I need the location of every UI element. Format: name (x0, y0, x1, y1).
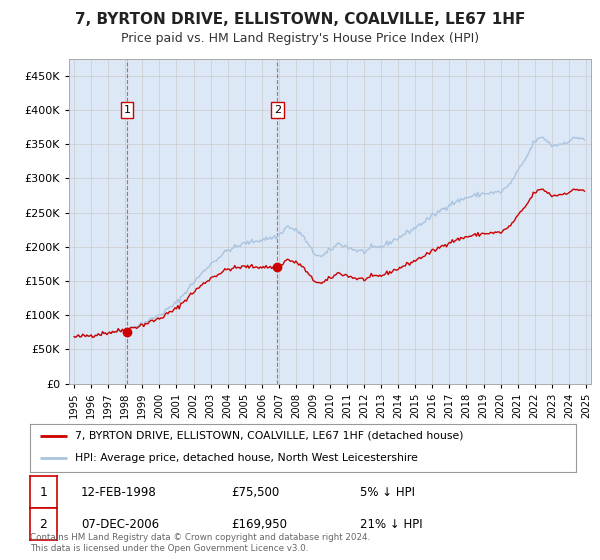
Text: £75,500: £75,500 (231, 486, 279, 499)
Text: Price paid vs. HM Land Registry's House Price Index (HPI): Price paid vs. HM Land Registry's House … (121, 32, 479, 45)
Text: £169,950: £169,950 (231, 517, 287, 531)
Text: 1: 1 (124, 105, 131, 115)
Text: HPI: Average price, detached house, North West Leicestershire: HPI: Average price, detached house, Nort… (76, 453, 418, 463)
Text: 12-FEB-1998: 12-FEB-1998 (81, 486, 157, 499)
Text: 2: 2 (274, 105, 281, 115)
Text: 1: 1 (40, 486, 47, 499)
Text: 5% ↓ HPI: 5% ↓ HPI (360, 486, 415, 499)
Text: 07-DEC-2006: 07-DEC-2006 (81, 517, 159, 531)
Text: 7, BYRTON DRIVE, ELLISTOWN, COALVILLE, LE67 1HF: 7, BYRTON DRIVE, ELLISTOWN, COALVILLE, L… (75, 12, 525, 27)
Text: 21% ↓ HPI: 21% ↓ HPI (360, 517, 422, 531)
Text: Contains HM Land Registry data © Crown copyright and database right 2024.
This d: Contains HM Land Registry data © Crown c… (30, 533, 370, 553)
Text: 7, BYRTON DRIVE, ELLISTOWN, COALVILLE, LE67 1HF (detached house): 7, BYRTON DRIVE, ELLISTOWN, COALVILLE, L… (76, 431, 464, 441)
Text: 2: 2 (40, 517, 47, 531)
